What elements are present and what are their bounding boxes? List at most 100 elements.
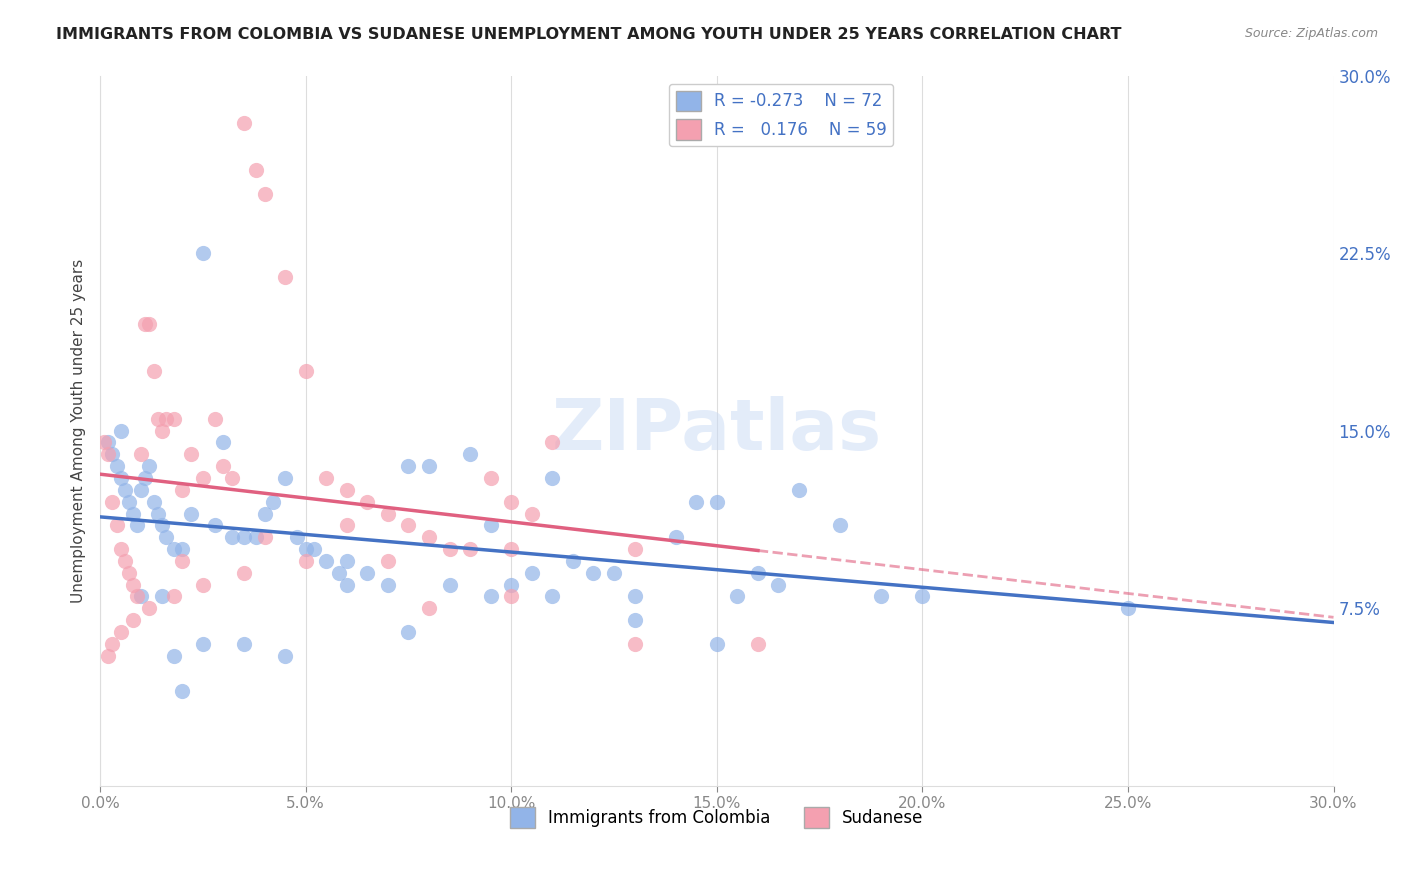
Point bbox=[221, 471, 243, 485]
Point bbox=[163, 412, 186, 426]
Point bbox=[172, 554, 194, 568]
Point bbox=[142, 364, 165, 378]
Point bbox=[138, 317, 160, 331]
Point bbox=[146, 507, 169, 521]
Point bbox=[582, 566, 605, 580]
Point bbox=[129, 590, 152, 604]
Point bbox=[294, 542, 316, 557]
Legend: Immigrants from Colombia, Sudanese: Immigrants from Colombia, Sudanese bbox=[503, 801, 931, 834]
Point bbox=[180, 507, 202, 521]
Point bbox=[134, 317, 156, 331]
Point bbox=[665, 530, 688, 544]
Point bbox=[127, 590, 149, 604]
Point bbox=[479, 471, 502, 485]
Point bbox=[163, 590, 186, 604]
Point bbox=[150, 590, 173, 604]
Point bbox=[93, 435, 115, 450]
Point bbox=[233, 530, 256, 544]
Point bbox=[155, 530, 177, 544]
Point bbox=[706, 637, 728, 651]
Point bbox=[142, 494, 165, 508]
Point bbox=[191, 471, 214, 485]
Point bbox=[501, 577, 523, 591]
Point bbox=[146, 412, 169, 426]
Point bbox=[315, 554, 337, 568]
Point bbox=[262, 494, 284, 508]
Point bbox=[245, 163, 267, 178]
Point bbox=[122, 577, 145, 591]
Point bbox=[747, 566, 769, 580]
Point bbox=[274, 648, 297, 663]
Point bbox=[501, 590, 523, 604]
Point bbox=[253, 507, 276, 521]
Point bbox=[138, 601, 160, 615]
Point bbox=[105, 518, 128, 533]
Text: ZIPatlas: ZIPatlas bbox=[551, 396, 882, 465]
Point bbox=[163, 542, 186, 557]
Point bbox=[129, 447, 152, 461]
Point bbox=[274, 269, 297, 284]
Point bbox=[287, 530, 309, 544]
Point bbox=[114, 554, 136, 568]
Point bbox=[768, 577, 790, 591]
Point bbox=[172, 483, 194, 497]
Point bbox=[623, 637, 645, 651]
Point bbox=[110, 624, 132, 639]
Point bbox=[501, 542, 523, 557]
Point bbox=[520, 566, 543, 580]
Point bbox=[561, 554, 583, 568]
Point bbox=[101, 447, 124, 461]
Point bbox=[204, 518, 226, 533]
Point bbox=[870, 590, 893, 604]
Point bbox=[172, 542, 194, 557]
Point bbox=[138, 459, 160, 474]
Point bbox=[747, 637, 769, 651]
Point bbox=[212, 459, 235, 474]
Point bbox=[458, 447, 481, 461]
Point bbox=[101, 637, 124, 651]
Point bbox=[302, 542, 325, 557]
Point bbox=[134, 471, 156, 485]
Point bbox=[110, 471, 132, 485]
Point bbox=[274, 471, 297, 485]
Point bbox=[418, 530, 440, 544]
Point bbox=[110, 424, 132, 438]
Point bbox=[118, 494, 141, 508]
Point bbox=[245, 530, 267, 544]
Point bbox=[118, 566, 141, 580]
Point bbox=[129, 483, 152, 497]
Point bbox=[97, 435, 120, 450]
Point bbox=[623, 590, 645, 604]
Point bbox=[191, 246, 214, 260]
Y-axis label: Unemployment Among Youth under 25 years: Unemployment Among Youth under 25 years bbox=[72, 259, 86, 603]
Point bbox=[398, 518, 420, 533]
Point bbox=[97, 648, 120, 663]
Point bbox=[122, 507, 145, 521]
Point bbox=[204, 412, 226, 426]
Point bbox=[603, 566, 626, 580]
Point bbox=[787, 483, 810, 497]
Point bbox=[294, 364, 316, 378]
Point bbox=[541, 435, 564, 450]
Point bbox=[233, 116, 256, 130]
Point bbox=[233, 637, 256, 651]
Point bbox=[315, 471, 337, 485]
Text: Source: ZipAtlas.com: Source: ZipAtlas.com bbox=[1244, 27, 1378, 40]
Point bbox=[398, 624, 420, 639]
Text: IMMIGRANTS FROM COLOMBIA VS SUDANESE UNEMPLOYMENT AMONG YOUTH UNDER 25 YEARS COR: IMMIGRANTS FROM COLOMBIA VS SUDANESE UNE… bbox=[56, 27, 1122, 42]
Point bbox=[377, 554, 399, 568]
Point bbox=[221, 530, 243, 544]
Point bbox=[336, 483, 359, 497]
Point bbox=[501, 494, 523, 508]
Point bbox=[253, 186, 276, 201]
Point bbox=[127, 518, 149, 533]
Point bbox=[336, 554, 359, 568]
Point bbox=[418, 459, 440, 474]
Point bbox=[294, 554, 316, 568]
Point bbox=[180, 447, 202, 461]
Point bbox=[439, 577, 461, 591]
Point bbox=[911, 590, 934, 604]
Point bbox=[150, 518, 173, 533]
Point bbox=[212, 435, 235, 450]
Point bbox=[706, 494, 728, 508]
